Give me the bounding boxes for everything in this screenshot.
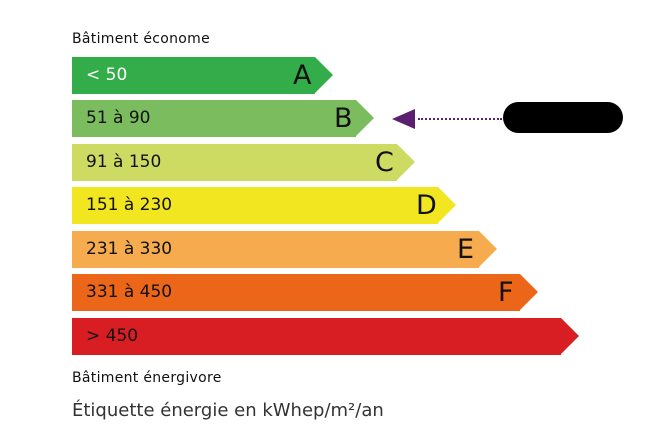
bar-tip	[561, 318, 579, 354]
bar-body	[72, 57, 315, 94]
energy-class-bar-g: > 450	[72, 318, 592, 355]
bottom-label: Bâtiment énergivore	[72, 370, 222, 386]
energy-class-bar-d: 151 à 230 D	[72, 187, 592, 224]
energy-class-bar-e: 231 à 330 E	[72, 231, 592, 268]
class-letter: F	[498, 277, 514, 308]
bar-body	[72, 187, 438, 224]
energy-class-bar-f: 331 à 450 F	[72, 274, 592, 311]
energy-class-bar-b: 51 à 90 B	[72, 100, 592, 137]
redacted-value	[503, 102, 623, 133]
bar-body	[72, 144, 397, 181]
bar-body	[72, 231, 479, 268]
bar-tip	[479, 231, 497, 267]
bar-tip	[356, 100, 374, 136]
top-label: Bâtiment économe	[72, 31, 210, 47]
bar-body	[72, 100, 356, 137]
energy-class-bar-a: < 50 A	[72, 57, 592, 94]
energy-class-bar-c: 91 à 150 C	[72, 144, 592, 181]
bar-body	[72, 274, 520, 311]
class-letter: B	[334, 103, 353, 134]
class-letter: E	[457, 234, 475, 265]
class-range: 51 à 90	[86, 108, 151, 128]
class-range: 151 à 230	[86, 195, 173, 215]
class-range: 331 à 450	[86, 282, 173, 302]
class-range: 91 à 150	[86, 152, 162, 172]
bar-tip	[397, 144, 415, 180]
class-letter: D	[416, 190, 437, 221]
class-range: < 50	[86, 65, 128, 85]
dotted-leader-line	[418, 118, 502, 120]
class-range: 231 à 330	[86, 239, 173, 259]
bar-tip	[520, 274, 538, 310]
bar-tip	[315, 57, 333, 93]
bar-body	[72, 318, 561, 355]
arrow-left-icon	[392, 109, 415, 129]
bar-tip	[438, 187, 456, 223]
footer-caption: Étiquette énergie en kWhep/m²/an	[72, 400, 384, 421]
class-letter: A	[293, 60, 312, 91]
class-letter: C	[375, 147, 394, 178]
class-range: > 450	[86, 326, 139, 346]
